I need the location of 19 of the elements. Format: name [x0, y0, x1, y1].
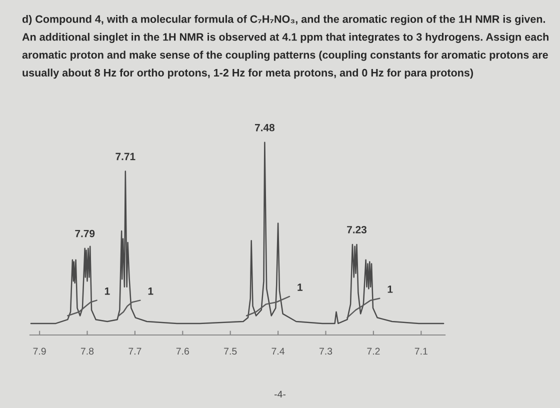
x-tick-label: 7.3	[319, 348, 332, 355]
text: -4-	[274, 390, 286, 398]
x-tick-label: 7.9	[33, 348, 46, 355]
x-tick-label: 7.5	[224, 348, 237, 355]
annotation: 7.48	[255, 124, 275, 132]
x-tick-label: 7.4	[272, 348, 285, 355]
x-tick-label: 7.6	[176, 348, 189, 355]
annotation: 1	[148, 288, 154, 295]
annotation: 1	[104, 288, 110, 295]
x-tick-label: 7.7	[128, 348, 142, 355]
annotation: 7.79	[75, 230, 95, 238]
chart-title: d) Compound 4, with a molecular formula of C₇H₇NO₃, and the aromatic region of the 1H NMR is given. An additional singlet in the 1H NMR is observed at 4.1 ppm that integrates to 3 hydrogens. Assign each aromatic proton and make sense of the coupling patterns (coupling constants for aromatic protons are usually about 8 Hz for ortho protons, 1-2 Hz for meta protons, and 0 Hz for para protons)	[22, 15, 548, 79]
x-tick-label: 7.2	[367, 348, 380, 355]
annotation: 7.71	[116, 152, 136, 160]
annotation: 1	[388, 286, 393, 293]
x-tick-label: 7.8	[80, 348, 94, 355]
x-tick-label: 7.1	[414, 348, 428, 355]
annotation: 1	[298, 284, 303, 291]
annotation: 7.23	[347, 226, 367, 234]
